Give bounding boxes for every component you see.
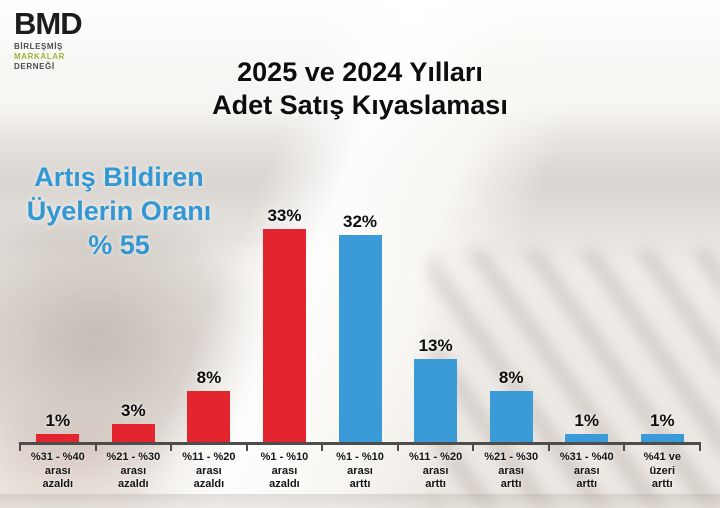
category-label-9: %41 ve üzeri arttı	[625, 451, 701, 492]
bar-value-label: 13%	[418, 335, 453, 355]
bar-slot-7: 8%	[473, 368, 549, 443]
category-label-line: arası	[347, 464, 373, 477]
category-label-line: azaldı	[269, 478, 300, 490]
bar-value-label: 8%	[498, 368, 524, 387]
category-label-line: arası	[120, 464, 147, 477]
bmd-logo: BMD BİRLEŞMİŞ MARKALAR DERNEĞİ	[14, 6, 83, 72]
logo-subtitle-line1: BİRLEŞMİŞ	[14, 42, 63, 51]
bar-slot-1: 1%	[20, 411, 96, 443]
x-axis-tick	[19, 442, 21, 451]
category-label-line: arttı	[576, 478, 598, 490]
bar-slot-9: 1%	[625, 411, 701, 443]
category-label-line: üzeri	[649, 464, 676, 477]
bar-slot-3: 8%	[171, 368, 247, 443]
category-label-line: azaldı	[193, 478, 225, 490]
category-label-1: %31 - %40 arası azaldı	[20, 451, 96, 492]
x-axis-tick	[547, 442, 550, 451]
bar-4	[262, 228, 306, 443]
category-label-line: arttı	[651, 478, 673, 490]
bar-value-label: 3%	[121, 400, 146, 420]
increase-ratio-annotation: Artış Bildiren Üyelerin Oranı % 55	[0, 160, 238, 262]
category-label-line: %21 - %30	[106, 451, 161, 463]
page-title-line2: Adet Satış Kıyaslaması	[212, 90, 508, 120]
category-label-line: %31 - %40	[30, 451, 85, 463]
bar-value-label: 1%	[649, 411, 675, 430]
bar-3	[187, 391, 231, 443]
bar-slot-5: 32%	[322, 212, 398, 443]
bar-1	[36, 434, 80, 443]
annotation-line2: Üyelerin Oranı	[26, 196, 212, 226]
x-axis-tick	[623, 442, 626, 451]
category-label-line: arası	[44, 464, 71, 477]
x-axis-tick	[699, 442, 701, 451]
bar-5	[338, 235, 382, 443]
category-label-line: arttı	[349, 478, 371, 490]
bar-slot-2: 3%	[96, 400, 172, 443]
category-label-4: %1 - %10 arası azaldı	[247, 451, 323, 492]
category-label-line: arası	[271, 464, 298, 477]
x-axis-tick	[321, 442, 324, 451]
category-label-line: arttı	[425, 478, 446, 490]
logo-subtitle: BİRLEŞMİŞ MARKALAR DERNEĞİ	[14, 42, 82, 72]
bar-9	[640, 434, 684, 443]
bar-slot-8: 1%	[549, 411, 625, 443]
category-label-3: %11 - %20 arası azaldı	[171, 451, 247, 492]
category-label-line: arası	[573, 464, 600, 477]
bar-chart: 1% 3% 8% 33% 32% 13% 8% 1% 1%	[20, 193, 700, 443]
category-label-line: azaldı	[118, 478, 149, 490]
bar-8	[565, 434, 609, 443]
bar-value-label: 1%	[574, 411, 599, 430]
bar-value-label: 8%	[196, 368, 222, 387]
logo-subtitle-line3: DERNEĞİ	[14, 62, 55, 71]
category-label-line: %21 - %30	[484, 451, 539, 463]
category-label-line: azaldı	[42, 478, 74, 490]
x-axis-tick	[170, 442, 173, 451]
category-label-line: %31 - %40	[559, 451, 614, 463]
x-axis-tick	[245, 442, 248, 451]
category-label-5: %1 - %10 arası arttı	[322, 451, 398, 492]
bar-7	[489, 391, 533, 443]
category-label-line: %1 - %10	[336, 451, 384, 463]
annotation-line1: Artış Bildiren	[34, 162, 204, 192]
category-label-line: arttı	[500, 478, 522, 490]
logo-brand-text: BMD	[14, 6, 83, 41]
bar-slot-6: 13%	[398, 335, 474, 443]
background-bottom-strip	[0, 494, 720, 508]
category-label-8: %31 - %40 arası arttı	[549, 451, 625, 492]
bar-value-label: 32%	[343, 212, 378, 231]
x-axis-tick	[472, 442, 475, 451]
page-title-line1: 2025 ve 2024 Yılları	[237, 57, 483, 87]
bar-2	[111, 423, 155, 443]
x-axis-category-labels: %31 - %40 arası azaldı %21 - %30 arası azaldı…	[20, 451, 700, 492]
category-label-line: arası	[196, 464, 222, 477]
category-label-2: %21 - %30 arası azaldı	[96, 451, 172, 492]
logo-subtitle-line2: MARKALAR	[14, 52, 66, 61]
page-title: 2025 ve 2024 Yılları Adet Satış Kıyaslam…	[80, 56, 640, 122]
bar-slot-4: 33%	[247, 205, 323, 443]
category-label-line: %1 - %10	[260, 451, 309, 463]
annotation-line3: % 55	[88, 230, 150, 260]
category-label-line: arası	[498, 464, 524, 477]
category-label-line: %11 - %20	[408, 451, 463, 463]
bar-6	[414, 358, 458, 443]
x-axis-tick	[396, 442, 399, 451]
x-axis-tick	[94, 442, 97, 451]
category-label-6: %11 - %20 arası arttı	[398, 451, 474, 492]
bar-value-label: 1%	[45, 411, 71, 430]
bar-value-label: 33%	[267, 205, 302, 225]
category-label-line: %41 ve	[643, 451, 681, 463]
category-label-line: %11 - %20	[182, 451, 236, 463]
category-label-7: %21 - %30 arası arttı	[473, 451, 549, 492]
x-axis-line	[20, 442, 700, 445]
category-label-line: arası	[422, 464, 449, 477]
